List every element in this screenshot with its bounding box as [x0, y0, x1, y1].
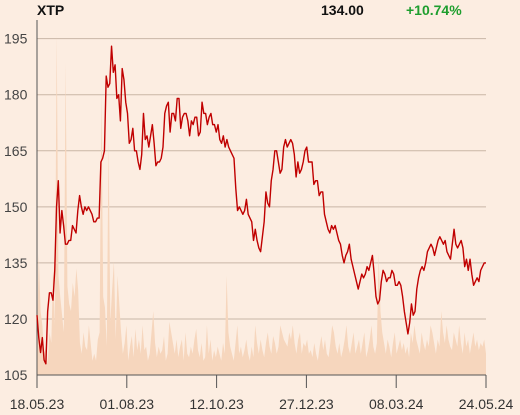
price-line: [36, 45, 486, 365]
x-tick-label: 27.12.23: [279, 396, 334, 412]
last-price: 134.00: [321, 2, 364, 18]
y-tick-label: 120: [4, 311, 28, 327]
percent-change: +10.74%: [406, 2, 462, 18]
y-tick-label: 195: [4, 31, 28, 47]
y-tick-label: 150: [4, 199, 28, 215]
y-tick-label: 180: [4, 87, 28, 103]
x-tick-label: 12.10.23: [189, 396, 244, 412]
x-tick-label: 08.03.24: [369, 396, 424, 412]
x-tick-label: 01.08.23: [100, 396, 155, 412]
y-tick-label: 105: [4, 367, 28, 383]
y-tick-label: 165: [4, 143, 28, 159]
volume-area: [37, 34, 486, 375]
ticker-symbol: XTP: [37, 2, 65, 18]
x-tick-label: 24.05.24: [459, 396, 514, 412]
quote-header: XTP 134.00 +10.74%: [0, 2, 520, 20]
y-tick-label: 135: [4, 255, 28, 271]
x-tick-label: 18.05.23: [10, 396, 65, 412]
